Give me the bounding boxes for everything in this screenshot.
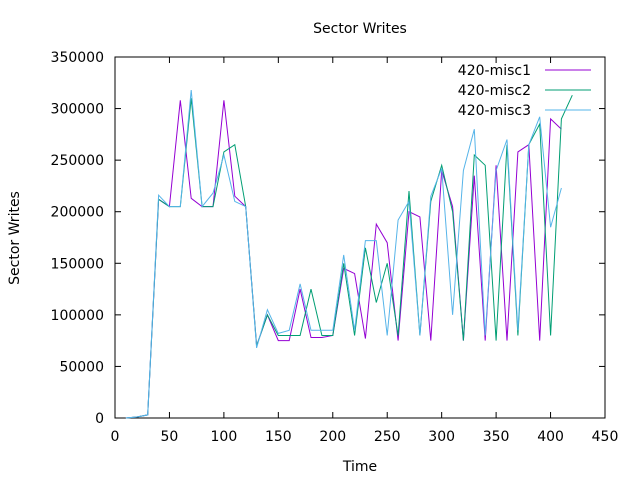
y-tick-label: 100000 xyxy=(51,308,104,324)
plot-area xyxy=(125,89,573,419)
plot-frame xyxy=(114,56,606,419)
x-tick-label: 250 xyxy=(374,429,401,445)
y-tick-label: 0 xyxy=(95,411,104,427)
x-tick-label: 350 xyxy=(483,429,510,445)
legend-label: 420-misc3 xyxy=(458,103,531,119)
x-tick-label: 300 xyxy=(428,429,455,445)
chart-title: Sector Writes xyxy=(313,21,407,37)
axes: 0 50 100 150 200 250 300 350 400 450 0 50000 100000 1… xyxy=(51,50,619,445)
series-line-420-misc3 xyxy=(125,89,562,419)
y-tick-label: 200000 xyxy=(51,205,104,221)
y-tick-label: 300000 xyxy=(51,102,104,118)
y-tick-label: 250000 xyxy=(51,153,104,169)
x-axis-label: Time xyxy=(342,459,377,475)
y-tick-label: 350000 xyxy=(51,50,104,66)
y-tick-label: 50000 xyxy=(59,359,104,375)
x-tick-label: 200 xyxy=(319,429,346,445)
x-tick-label: 150 xyxy=(265,429,292,445)
x-tick-label: 100 xyxy=(211,429,238,445)
x-tick-label: 400 xyxy=(537,429,564,445)
legend: 420-misc1 420-misc2 420-misc3 xyxy=(458,63,591,119)
x-tick-label: 50 xyxy=(161,429,179,445)
y-axis-label: Sector Writes xyxy=(7,191,23,285)
series-line-420-misc1 xyxy=(125,100,562,419)
x-tick-label: 0 xyxy=(111,429,120,445)
legend-label: 420-misc1 xyxy=(458,63,531,79)
legend-label: 420-misc2 xyxy=(458,83,531,99)
x-tick-label: 450 xyxy=(592,429,619,445)
y-tick-label: 150000 xyxy=(51,256,104,272)
